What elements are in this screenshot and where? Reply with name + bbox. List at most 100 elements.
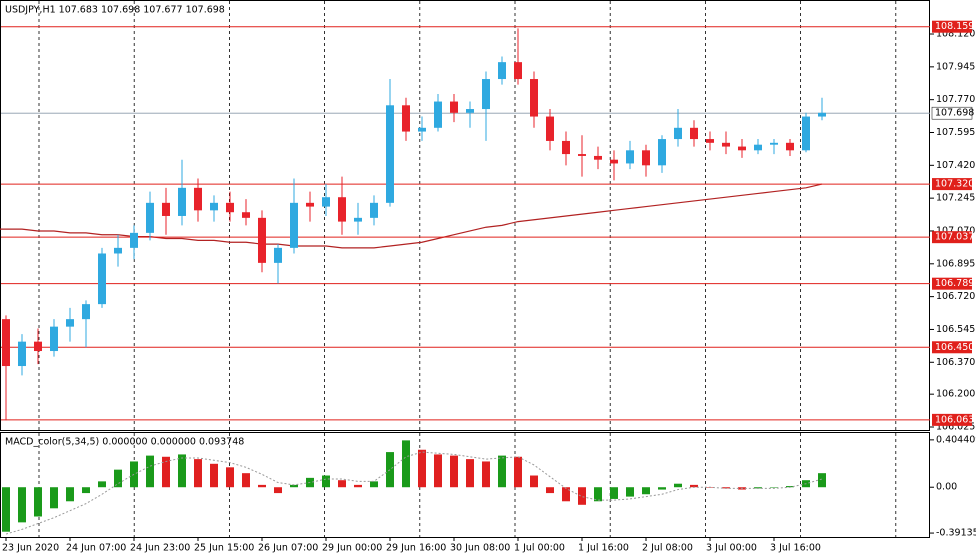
macd-bar xyxy=(162,456,170,488)
x-tick-label: 29 Jun 00:00 xyxy=(322,543,382,554)
macd-bar xyxy=(722,487,730,489)
macd-bar xyxy=(66,487,74,502)
macd-bar xyxy=(34,487,42,517)
x-tick-label: 25 Jun 15:00 xyxy=(194,543,254,554)
macd-bar xyxy=(786,486,794,488)
level-tag xyxy=(932,20,972,33)
candle-body xyxy=(82,304,90,320)
candle-body xyxy=(162,202,170,216)
level-label: 108.159 xyxy=(935,21,974,32)
macd-bar xyxy=(482,461,490,488)
x-tick-label: 23 Jun 2020 xyxy=(2,543,59,554)
x-tick-label: 1 Jul 00:00 xyxy=(514,543,565,554)
candle-body xyxy=(578,154,586,156)
macd-bar xyxy=(226,467,234,488)
candle-body xyxy=(290,202,298,248)
macd-bar xyxy=(770,487,778,488)
macd-bar xyxy=(50,487,58,509)
macd-bar xyxy=(514,456,522,488)
candle-body xyxy=(178,187,186,216)
candle-body xyxy=(658,139,666,166)
macd-bar xyxy=(290,484,298,488)
macd-bar xyxy=(114,469,122,488)
y-tick-label: 106.895 xyxy=(936,258,975,269)
candle-body xyxy=(770,142,778,145)
candle-body xyxy=(530,79,538,117)
macd-bar xyxy=(402,440,410,488)
candle-body xyxy=(818,112,826,117)
macd-bar xyxy=(578,487,586,505)
candle-body xyxy=(562,140,570,155)
candle-body xyxy=(418,127,426,132)
x-tick-label: 30 Jun 08:00 xyxy=(450,543,510,554)
level-tag xyxy=(932,178,972,191)
candle-body xyxy=(210,202,218,211)
x-tick-label: 1 Jul 16:00 xyxy=(578,543,629,554)
macd-bar xyxy=(418,449,426,488)
x-tick-label: 3 Jul 16:00 xyxy=(770,543,821,554)
level-tag xyxy=(932,231,972,244)
macd-bar xyxy=(370,481,378,488)
macd-bar xyxy=(466,459,474,488)
macd-bar xyxy=(178,454,186,488)
candle-body xyxy=(354,217,362,222)
level-label: 107.320 xyxy=(935,179,974,190)
macd-bar xyxy=(210,463,218,488)
level-label: 106.450 xyxy=(935,342,974,353)
candle-body xyxy=(434,101,442,128)
candle-body xyxy=(226,202,234,213)
y-tick-label: 106.720 xyxy=(936,291,975,302)
candle-body xyxy=(2,319,10,367)
candle-body xyxy=(402,105,410,132)
candle-body xyxy=(98,253,106,305)
candle-body xyxy=(274,247,282,263)
candle-body xyxy=(722,142,730,147)
x-tick-label: 29 Jun 16:00 xyxy=(386,543,446,554)
level-label: 106.789 xyxy=(935,278,974,289)
macd-title: MACD_color(5,34,5) 0.000000 0.000000 0.0… xyxy=(5,437,244,448)
current-price-label: 107.698 xyxy=(935,108,974,119)
candle-body xyxy=(802,116,810,151)
macd-bar xyxy=(754,487,762,489)
macd-bar xyxy=(594,487,602,502)
candle-body xyxy=(114,247,122,254)
signal-line xyxy=(5,451,823,535)
macd-bar xyxy=(642,487,650,495)
x-tick-label: 24 Jun 07:00 xyxy=(66,543,126,554)
candle-body xyxy=(338,197,346,222)
chart-title: USDJPY,H1 107.683 107.698 107.677 107.69… xyxy=(5,5,225,16)
candle-body xyxy=(498,62,506,80)
y-tick-label: 106.545 xyxy=(936,324,975,335)
x-tick-label: 24 Jun 23:00 xyxy=(130,543,190,554)
macd-bar xyxy=(546,487,554,494)
macd-bar xyxy=(434,454,442,488)
candle-body xyxy=(34,341,42,352)
x-tick-label: 2 Jul 08:00 xyxy=(642,543,693,554)
price-panel xyxy=(0,0,930,431)
candle-body xyxy=(690,127,698,140)
candle-body xyxy=(674,127,682,140)
macd-panel xyxy=(0,432,930,538)
candle-body xyxy=(738,146,746,151)
current-price-tag xyxy=(931,106,973,120)
macd-bar xyxy=(530,475,538,488)
candle-body xyxy=(610,159,618,164)
y-tick-label: -0.391352 xyxy=(936,528,976,539)
candle-body xyxy=(642,150,650,166)
y-tick-label: 0.00 xyxy=(936,482,957,493)
moving-average xyxy=(0,183,823,249)
macd-bar xyxy=(194,459,202,488)
y-tick-label: 107.770 xyxy=(936,94,975,105)
candle-body xyxy=(66,319,74,327)
candle-body xyxy=(194,187,202,211)
macd-bar xyxy=(562,487,570,502)
y-tick-label: 107.070 xyxy=(936,225,975,236)
macd-bar xyxy=(82,487,90,494)
macd-bar xyxy=(610,487,618,499)
macd-bar xyxy=(354,484,362,488)
macd-bar xyxy=(274,487,282,494)
candle-body xyxy=(706,139,714,143)
macd-bar xyxy=(338,480,346,488)
candle-body xyxy=(370,202,378,218)
